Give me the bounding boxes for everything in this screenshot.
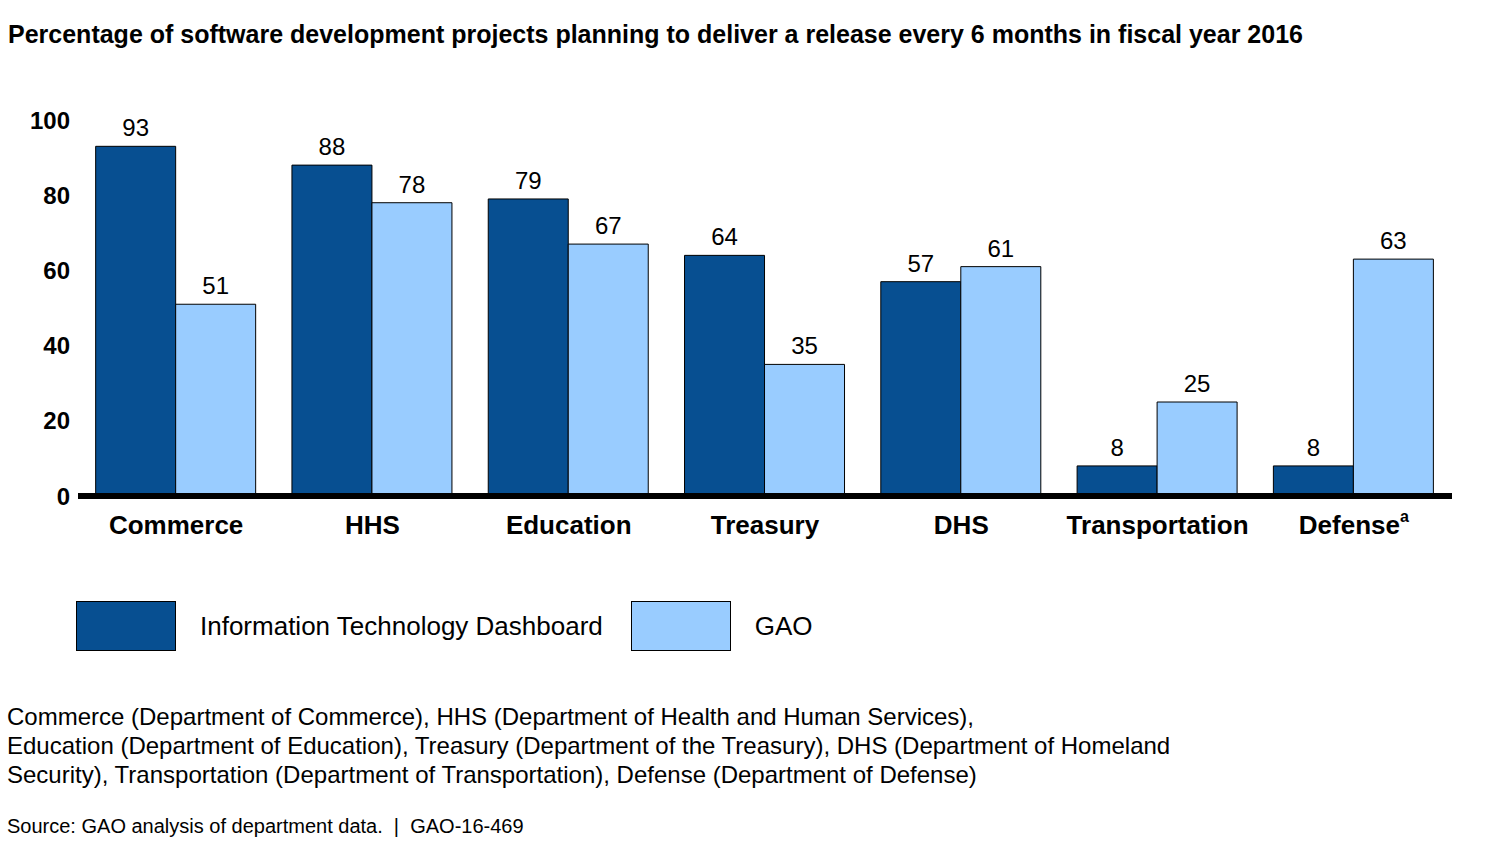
svg-text:88: 88 [319, 133, 346, 160]
svg-text:Treasury: Treasury [711, 510, 820, 540]
svg-text:25: 25 [1184, 370, 1211, 397]
html-text:Source: GAO analysis of depart: Source: GAO analysis of department data.… [7, 815, 524, 837]
svg-text:Education: Education [506, 510, 632, 540]
html-text:Commerce (Department of Commer: Commerce (Department of Commerce), HHS (… [7, 703, 974, 730]
svg-text:64: 64 [711, 223, 738, 250]
svg-text:Transportation: Transportation [1067, 510, 1249, 540]
svg-text:35: 35 [791, 332, 818, 359]
svg-text:67: 67 [595, 212, 622, 239]
html-text:Security), Transportation (Dep: Security), Transportation (Department of… [7, 761, 977, 788]
svg-text:100: 100 [30, 107, 70, 134]
svg-text:79: 79 [515, 167, 542, 194]
svg-text:8: 8 [1307, 434, 1320, 461]
svg-text:DHS: DHS [934, 510, 989, 540]
html-text:GAO: GAO [754, 610, 813, 641]
svg-text:60: 60 [43, 257, 70, 284]
svg-text:0: 0 [57, 483, 70, 510]
svg-text:57: 57 [907, 250, 934, 277]
svg-text:93: 93 [122, 114, 149, 141]
html-text:Education (Department of Educa: Education (Department of Education), Tre… [7, 732, 1171, 759]
svg-text:51: 51 [202, 272, 229, 299]
svg-text:63: 63 [1380, 227, 1407, 254]
svg-text:Defensea: Defensea [1299, 508, 1409, 540]
svg-text:HHS: HHS [345, 510, 400, 540]
html-text:Percentage of software develop: Percentage of software development proje… [8, 20, 1303, 48]
svg-text:61: 61 [987, 235, 1014, 262]
html-text:Information Technology Dashboa: Information Technology Dashboard [200, 610, 603, 641]
svg-text:Commerce: Commerce [109, 510, 243, 540]
svg-text:8: 8 [1110, 434, 1123, 461]
svg-text:40: 40 [43, 332, 70, 359]
svg-text:78: 78 [399, 171, 426, 198]
svg-text:80: 80 [43, 182, 70, 209]
svg-text:20: 20 [43, 407, 70, 434]
